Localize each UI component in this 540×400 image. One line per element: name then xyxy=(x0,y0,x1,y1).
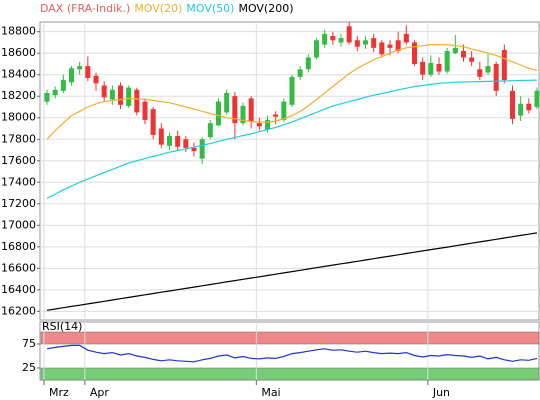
candle-body xyxy=(118,85,123,105)
candle-body xyxy=(354,40,360,47)
y-tick-label: 18200 xyxy=(1,89,36,102)
main-panel xyxy=(39,21,540,321)
candle-body xyxy=(289,76,295,105)
candle-body xyxy=(60,80,66,91)
candle-body xyxy=(167,136,172,146)
legend-entry: MOV(20) xyxy=(134,2,182,15)
line-series xyxy=(46,79,538,199)
candle-body xyxy=(183,139,189,148)
line-series xyxy=(46,44,538,140)
candle-body xyxy=(101,85,107,98)
panel-title: RSI(14) xyxy=(42,320,82,333)
candle-body xyxy=(526,103,532,111)
line-series xyxy=(46,232,538,311)
candle-body xyxy=(420,61,426,75)
candle-body xyxy=(52,89,58,96)
candle-body xyxy=(428,62,434,75)
y-tick-label: 16800 xyxy=(1,240,36,253)
candle-body xyxy=(142,101,148,120)
y-tick-label: 17600 xyxy=(1,154,36,167)
candle-body xyxy=(281,101,287,120)
x-tick-label: Mrz xyxy=(49,386,69,399)
candle-body xyxy=(314,40,319,58)
candle-body xyxy=(191,147,197,152)
legend-entry: MOV(200) xyxy=(238,2,293,15)
candle-body xyxy=(338,38,344,43)
candle-body xyxy=(232,96,238,124)
y-tick-label: 17000 xyxy=(1,218,36,231)
candle-body xyxy=(412,42,417,64)
candle-body xyxy=(305,57,311,70)
candle-body xyxy=(93,75,99,84)
candle-body xyxy=(216,101,221,126)
legend-entry: MOV(50) xyxy=(186,2,234,15)
candle-body xyxy=(518,103,524,116)
candle-body xyxy=(134,89,140,113)
candle-body xyxy=(207,123,213,138)
y-tick-label: 17200 xyxy=(1,197,36,210)
y-tick-label: 25 xyxy=(22,361,36,374)
candle-body xyxy=(510,90,515,119)
candle-body xyxy=(109,89,115,100)
candle-body xyxy=(44,93,50,102)
y-tick-label: 18000 xyxy=(1,111,36,124)
candle-body xyxy=(493,63,499,91)
candle-body xyxy=(330,35,336,41)
candle-body xyxy=(273,114,279,117)
y-tick-label: 75 xyxy=(22,337,36,350)
candle-body xyxy=(371,38,377,48)
candle-body xyxy=(69,68,74,83)
candle-body xyxy=(379,42,385,55)
candle-body xyxy=(150,109,156,135)
y-tick-label: 16200 xyxy=(1,304,36,317)
candle-body xyxy=(501,49,507,81)
candle-body xyxy=(224,93,230,113)
candle-body xyxy=(436,63,442,72)
line-series xyxy=(46,344,538,363)
y-tick-label: 18400 xyxy=(1,68,36,81)
x-tick-label: Jun xyxy=(432,386,450,399)
y-tick-label: 16600 xyxy=(1,261,36,274)
candle-body xyxy=(346,26,352,43)
candle-body xyxy=(265,119,270,130)
y-tick-label: 16400 xyxy=(1,283,36,296)
candle-body xyxy=(322,33,328,45)
x-tick-label: Mai xyxy=(261,386,280,399)
candle-body xyxy=(126,87,132,106)
candle-body xyxy=(403,33,409,43)
candle-body xyxy=(469,57,475,62)
legend-entry: DAX (FRA-Indik.) xyxy=(40,2,130,15)
rsi-band xyxy=(40,331,540,345)
legend: DAX (FRA-Indik.) MOV(20) MOV(50) MOV(200) xyxy=(40,2,294,15)
candle-body xyxy=(175,136,181,147)
candle-body xyxy=(485,66,491,73)
candle-body xyxy=(534,90,540,107)
candle-body xyxy=(199,139,205,159)
candle-body xyxy=(461,51,466,58)
candle-body xyxy=(444,51,450,72)
x-tick-label: Apr xyxy=(90,386,110,399)
candle-body xyxy=(477,69,483,77)
candle-body xyxy=(387,44,393,48)
candle-body xyxy=(452,47,458,54)
y-tick-label: 18600 xyxy=(1,46,36,59)
candle-body xyxy=(256,123,262,127)
candle-body xyxy=(248,98,254,123)
candle-body xyxy=(363,40,368,45)
candle-body xyxy=(158,128,164,145)
candle-body xyxy=(395,40,401,52)
candle-body xyxy=(240,105,246,124)
candle-body xyxy=(297,69,303,77)
y-tick-label: 18800 xyxy=(1,25,36,38)
candle-body xyxy=(85,66,91,78)
rsi-band xyxy=(40,367,540,381)
y-tick-label: 17800 xyxy=(1,132,36,145)
y-tick-label: 17400 xyxy=(1,175,36,188)
candle-body xyxy=(77,66,83,70)
